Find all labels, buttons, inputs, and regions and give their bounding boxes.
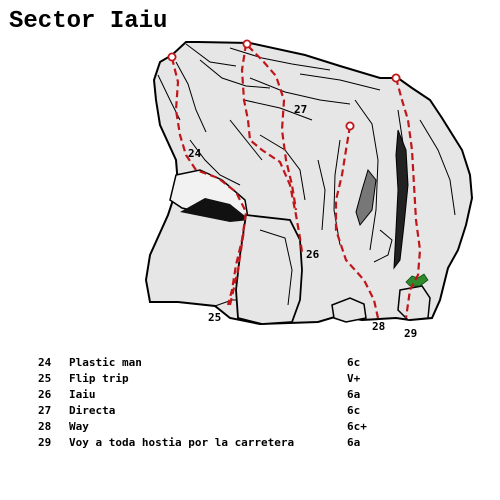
crack-shadow (393, 129, 409, 270)
block-texture (259, 229, 293, 306)
route-grade: 6c (347, 404, 361, 417)
route-name: Directa (69, 404, 116, 417)
page-title: Sector Iaiu (9, 8, 168, 35)
route-anchors (167, 39, 401, 131)
anchor-28 (345, 121, 355, 131)
route-name: Way (69, 420, 89, 433)
boulder-topo: 24 25 26 27 28 29 (144, 39, 474, 340)
route-line-29 (394, 77, 422, 319)
route-grade: 6a (347, 436, 361, 449)
topo-label-29: 29 (404, 327, 417, 340)
topo-label-26: 26 (306, 248, 320, 261)
route-name: Flip trip (69, 372, 129, 385)
list-item: 27 Directa 6c (38, 403, 488, 419)
topo-label-24: 24 (188, 147, 202, 160)
route-name: Iaiu (69, 388, 96, 401)
crack-shading (355, 168, 377, 227)
route-number: 28 (38, 420, 52, 433)
route-number: 27 (38, 404, 52, 417)
route-line-25 (228, 229, 246, 306)
route-grade: 6a (347, 388, 361, 401)
list-item: 26 Iaiu 6a (38, 387, 488, 403)
list-item: 24 Plastic man 6c (38, 355, 488, 371)
route-grade: V+ (347, 372, 361, 385)
boulder-outline (144, 41, 474, 326)
base-rock-28 (331, 297, 367, 323)
route-number: 29 (38, 436, 52, 449)
route-number: 26 (38, 388, 52, 401)
list-item: 29 Voy a toda hostia por la carretera 6a (38, 435, 488, 451)
route-grade: 6c (347, 356, 361, 369)
anchor-26-27 (242, 39, 252, 49)
anchor-24 (167, 52, 177, 62)
route-line-26 (240, 43, 304, 253)
anchor-29 (391, 73, 401, 83)
topo-label-25: 25 (208, 311, 221, 324)
route-name: Voy a toda hostia por la carretera (69, 436, 295, 449)
route-line-28 (334, 125, 380, 319)
topo-label-28: 28 (372, 320, 385, 333)
topo-label-27: 27 (294, 103, 307, 116)
route-number: 25 (38, 372, 52, 385)
boulder-drawing (144, 41, 474, 326)
route-list: 24 Plastic man 6c 25 Flip trip V+ 26 Iai… (38, 355, 488, 451)
list-item: 28 Way 6c+ (38, 419, 488, 435)
list-item: 25 Flip trip V+ (38, 371, 488, 387)
route-lines (170, 43, 422, 319)
base-rock-29 (397, 285, 431, 321)
route-number: 24 (38, 356, 52, 369)
roof-shadow (180, 198, 250, 222)
route-name: Plastic man (69, 356, 142, 369)
route-grade: 6c+ (347, 420, 367, 433)
route-line-27 (247, 45, 298, 211)
